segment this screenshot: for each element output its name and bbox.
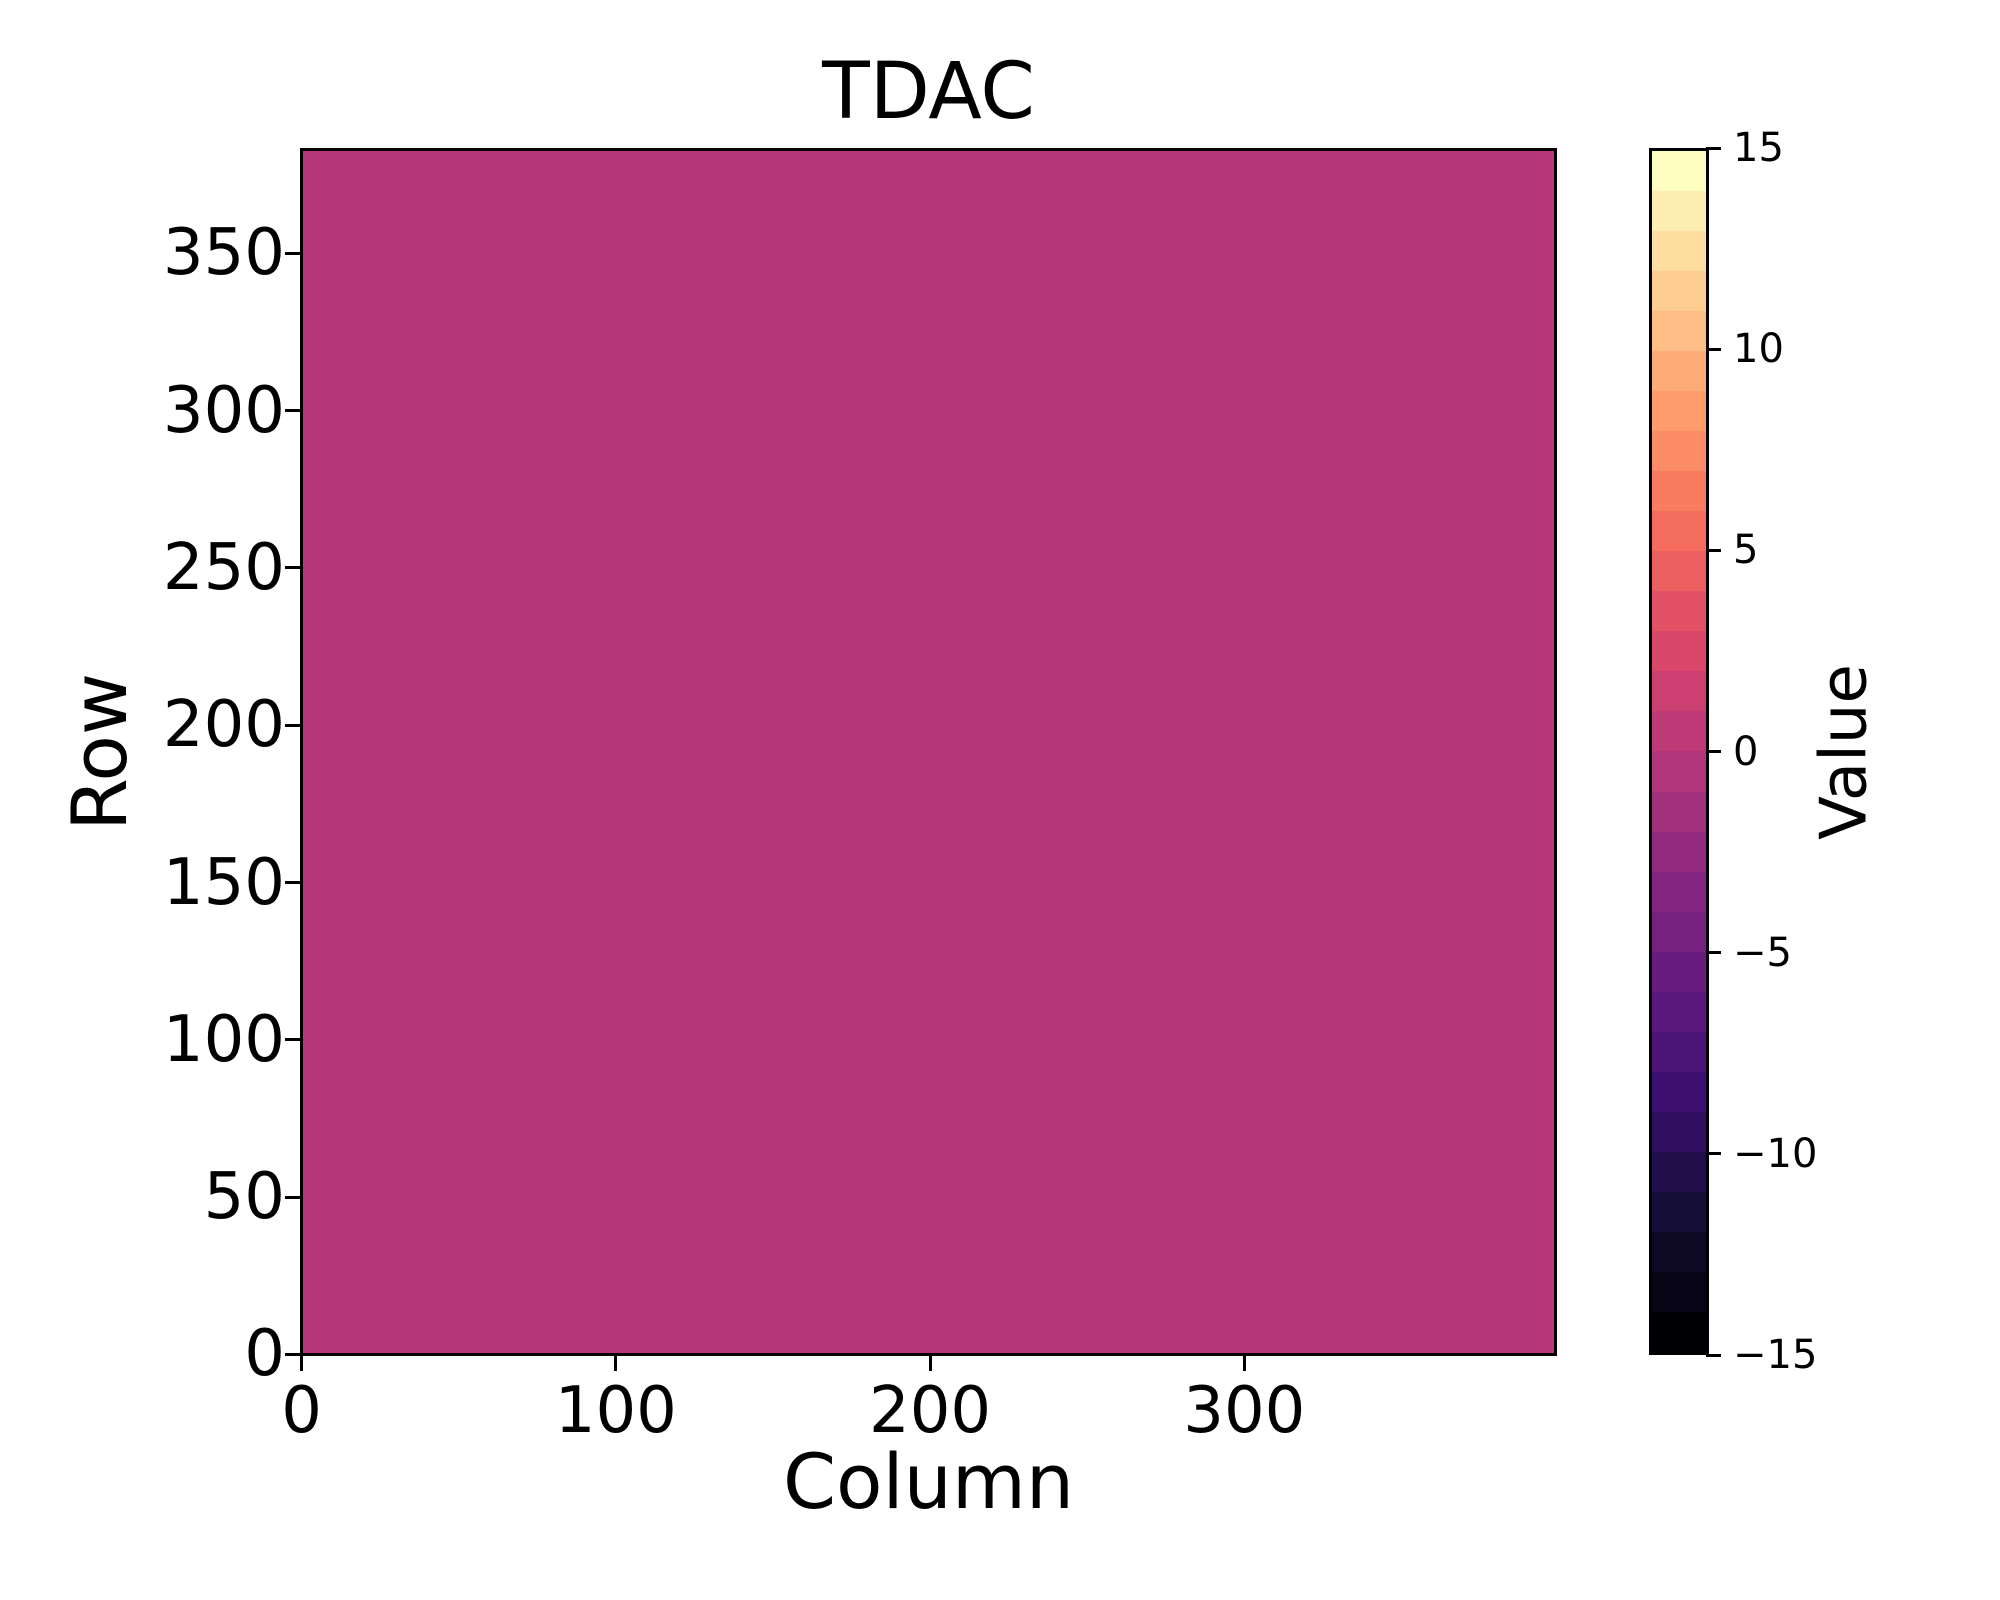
- colorbar-tick-label: 10: [1733, 326, 1784, 373]
- colorbar-gradient: [1652, 151, 1706, 1352]
- colorbar-tick-mark: [1706, 146, 1721, 150]
- colorbar-segment: [1652, 231, 1706, 272]
- colorbar-tick-mark: [1706, 347, 1721, 351]
- colorbar-segment: [1652, 911, 1706, 952]
- x-tick-label: 100: [554, 1374, 677, 1448]
- colorbar-segment: [1652, 1231, 1706, 1272]
- y-tick-label: 200: [162, 688, 285, 763]
- y-tick-label: 350: [162, 216, 285, 291]
- colorbar-label: Value: [1807, 664, 1882, 840]
- colorbar-segment: [1652, 751, 1706, 792]
- colorbar-segment: [1652, 671, 1706, 712]
- colorbar-segment: [1652, 471, 1706, 512]
- y-tick-label: 0: [244, 1317, 285, 1392]
- colorbar-segment: [1652, 271, 1706, 312]
- colorbar-segment: [1652, 991, 1706, 1032]
- colorbar-segment: [1652, 1031, 1706, 1072]
- colorbar-tick-label: −5: [1733, 929, 1792, 976]
- colorbar-tick-label: −10: [1733, 1130, 1818, 1177]
- chart-title: TDAC: [822, 47, 1035, 137]
- colorbar-segment: [1652, 1111, 1706, 1152]
- x-tick-mark: [614, 1356, 618, 1371]
- colorbar-segment: [1652, 351, 1706, 392]
- colorbar-segment: [1652, 1071, 1706, 1112]
- y-tick-mark: [285, 1352, 300, 1356]
- y-tick-label: 300: [162, 373, 285, 448]
- y-tick-mark: [285, 881, 300, 885]
- x-tick-mark: [300, 1356, 304, 1371]
- y-tick-label: 150: [162, 845, 285, 920]
- colorbar-segment: [1652, 631, 1706, 672]
- y-tick-mark: [285, 566, 300, 570]
- colorbar-tick-mark: [1706, 951, 1721, 955]
- colorbar-tick-label: 5: [1733, 527, 1759, 574]
- y-tick-mark: [285, 251, 300, 255]
- colorbar-segment: [1652, 151, 1706, 192]
- y-tick-label: 250: [162, 530, 285, 605]
- colorbar-segment: [1652, 591, 1706, 632]
- colorbar-tick-mark: [1706, 548, 1721, 552]
- y-axis-label: Row: [55, 672, 145, 832]
- colorbar-segment: [1652, 1271, 1706, 1312]
- colorbar-tick-label: 15: [1733, 125, 1784, 171]
- colorbar-segment: [1652, 1311, 1706, 1352]
- colorbar-segment: [1652, 391, 1706, 432]
- x-tick-mark: [928, 1356, 932, 1371]
- heatmap-plot-area: [300, 148, 1557, 1356]
- x-tick-label: 300: [1183, 1374, 1306, 1448]
- y-tick-mark: [285, 1195, 300, 1199]
- colorbar-segment: [1652, 431, 1706, 472]
- colorbar-segment: [1652, 791, 1706, 832]
- colorbar-segment: [1652, 1151, 1706, 1192]
- y-tick-label: 50: [203, 1160, 285, 1235]
- colorbar-segment: [1652, 1191, 1706, 1232]
- colorbar-tick-mark: [1706, 1353, 1721, 1357]
- colorbar-tick-mark: [1706, 750, 1721, 753]
- colorbar-segment: [1652, 831, 1706, 872]
- colorbar-segment: [1652, 311, 1706, 352]
- colorbar-tick-mark: [1706, 1152, 1721, 1156]
- x-tick-label: 0: [281, 1374, 322, 1448]
- y-tick-label: 100: [162, 1002, 285, 1077]
- x-tick-mark: [1242, 1356, 1246, 1371]
- y-tick-mark: [285, 1038, 300, 1042]
- colorbar-segment: [1652, 951, 1706, 992]
- colorbar-segment: [1652, 191, 1706, 232]
- x-tick-label: 200: [868, 1374, 992, 1448]
- colorbar-tick-label: −15: [1733, 1332, 1818, 1378]
- x-axis-label: Column: [782, 1437, 1075, 1526]
- colorbar: [1649, 148, 1709, 1355]
- colorbar-segment: [1652, 711, 1706, 752]
- colorbar-segment: [1652, 551, 1706, 592]
- colorbar-segment: [1652, 511, 1706, 552]
- colorbar-tick-label: 0: [1733, 728, 1759, 775]
- colorbar-segment: [1652, 871, 1706, 912]
- y-tick-mark: [285, 409, 300, 413]
- y-tick-mark: [285, 723, 300, 727]
